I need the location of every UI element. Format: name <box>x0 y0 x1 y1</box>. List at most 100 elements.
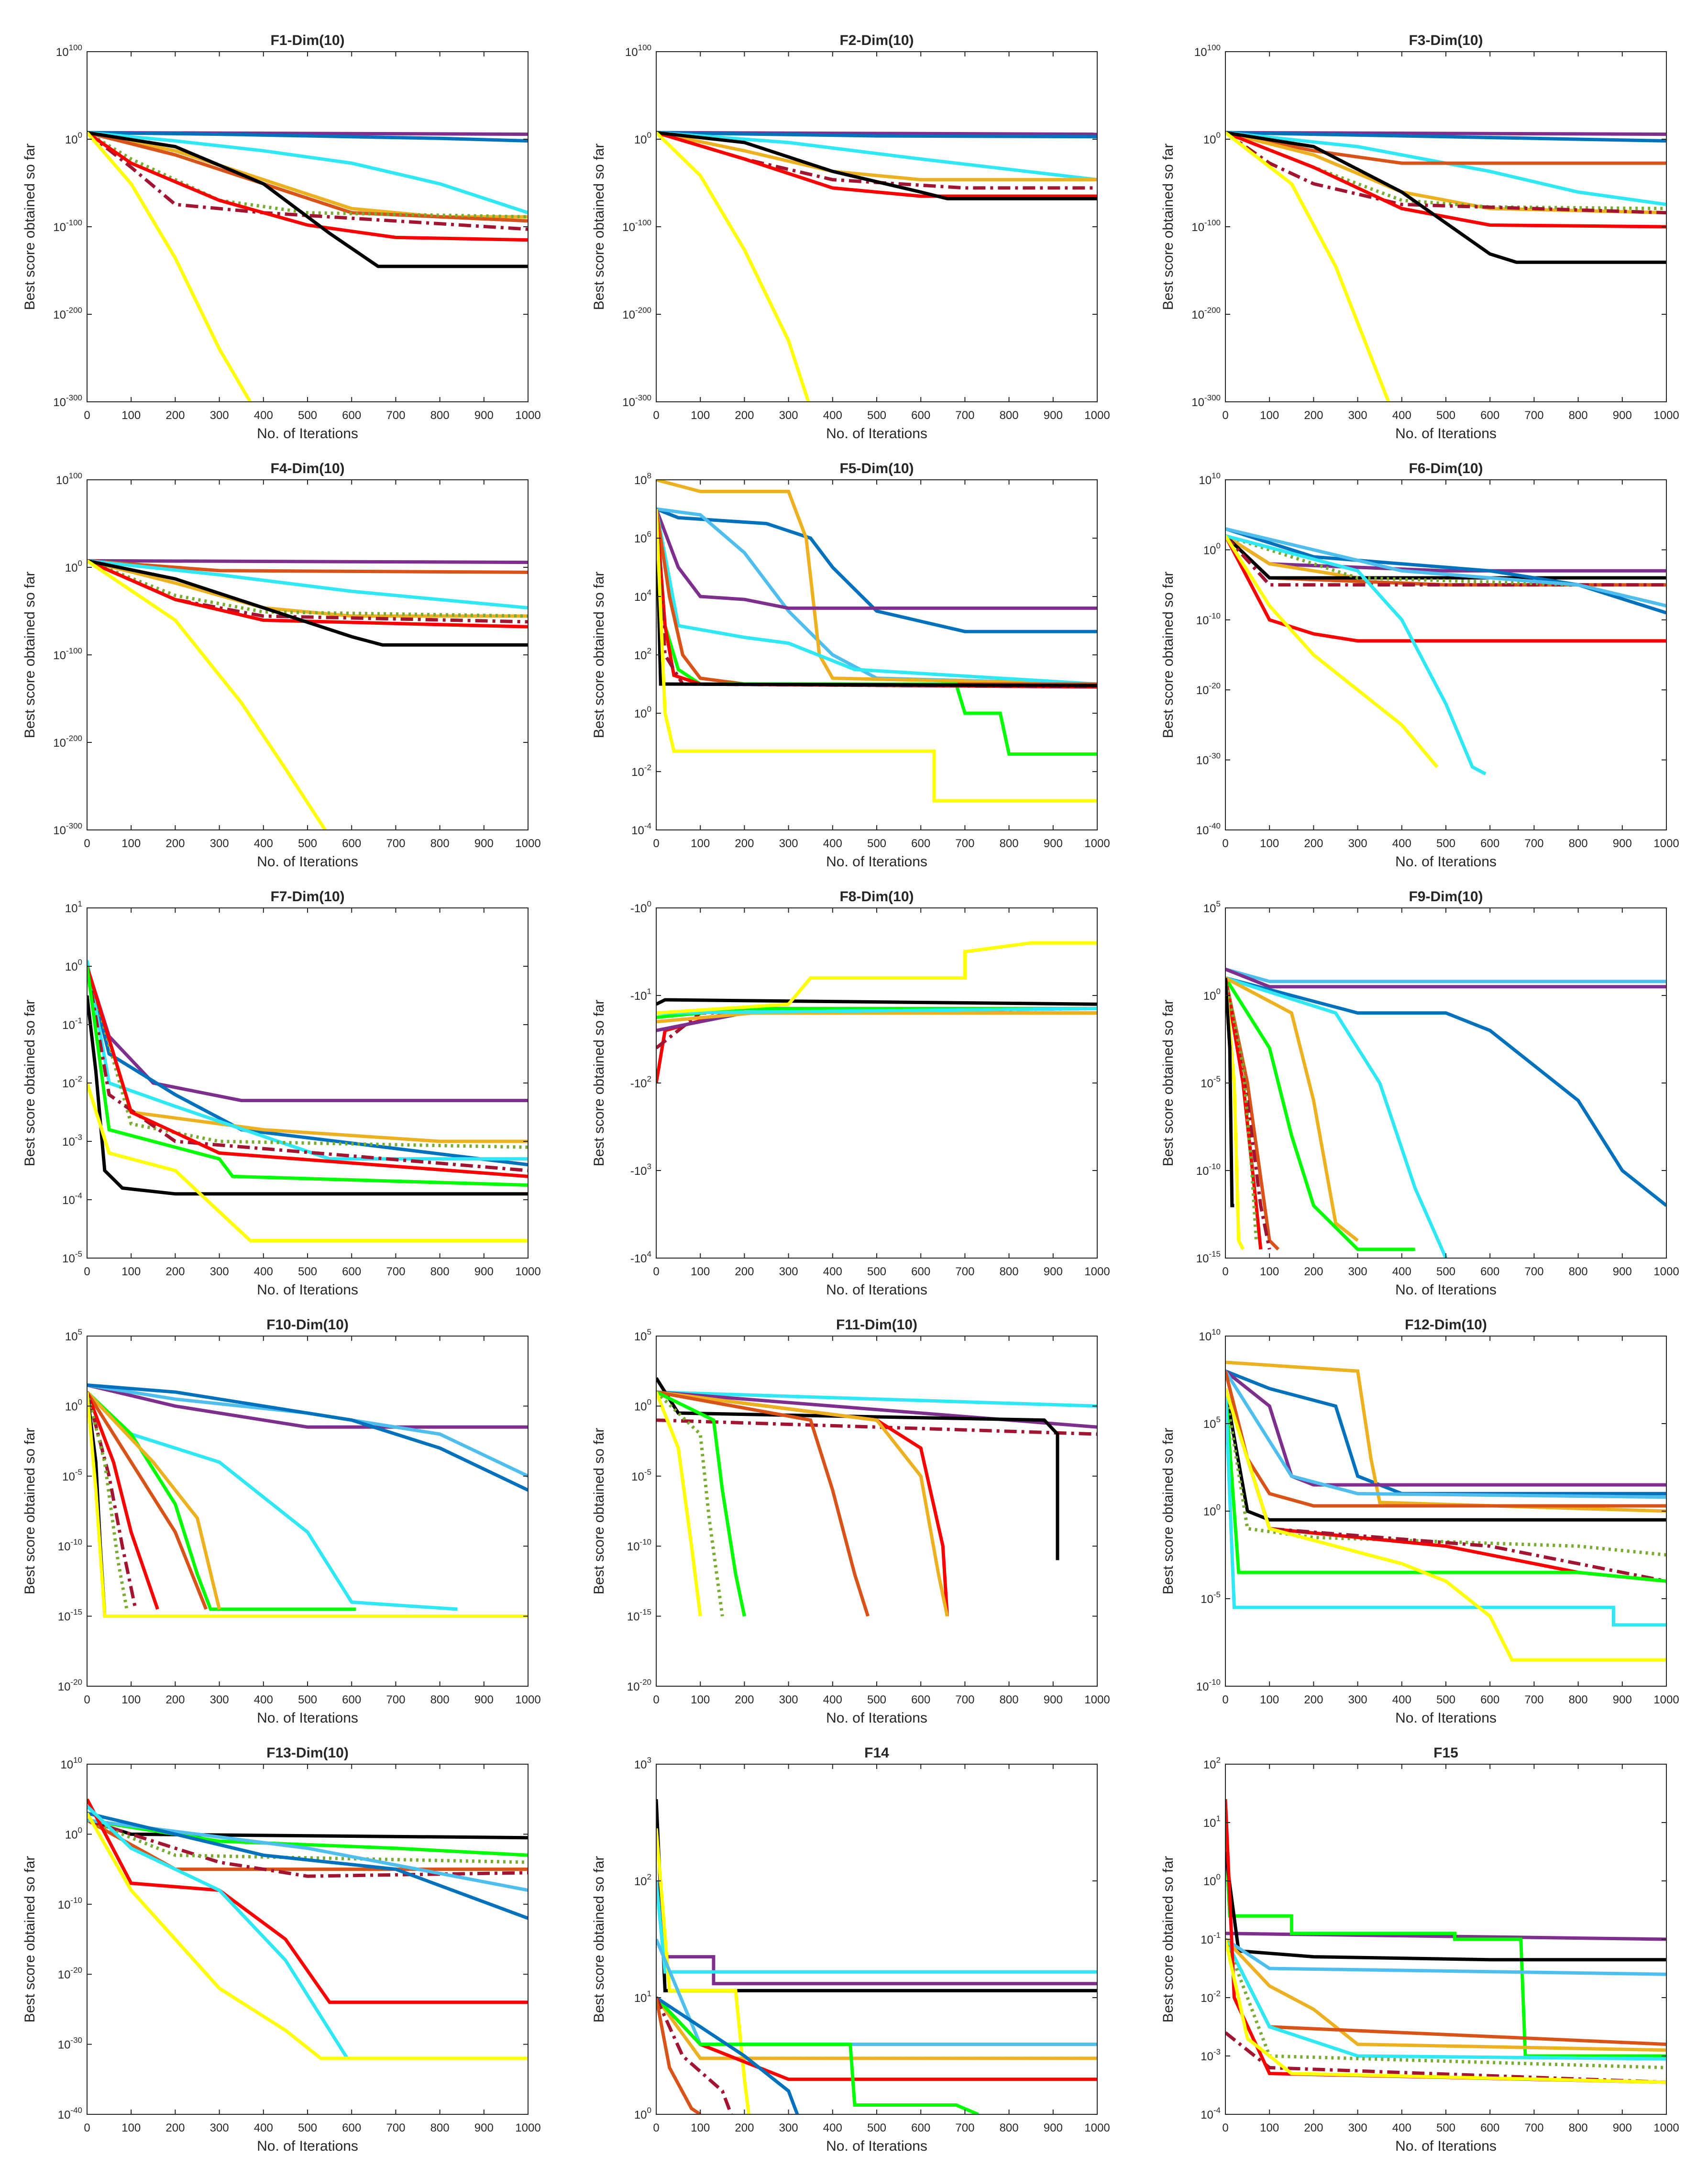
y-tick-label: 10-40 <box>1196 821 1221 837</box>
x-tick-label: 700 <box>955 409 974 422</box>
series-line-maroon-dashed <box>1225 977 1271 1250</box>
series-group <box>87 131 528 402</box>
x-tick-label: 500 <box>867 837 886 850</box>
y-tick-label: 10-5 <box>62 1468 82 1483</box>
x-tick-label: 1000 <box>1084 2122 1110 2134</box>
series-line-orange <box>87 1391 221 1610</box>
series-line-green-dotted <box>87 131 528 219</box>
y-axis-label: Best score obtained so far <box>591 1000 607 1167</box>
x-tick-label: 400 <box>1392 837 1411 850</box>
x-tick-label: 400 <box>1392 409 1411 422</box>
x-tick-label: 600 <box>1480 837 1499 850</box>
series-line-blue <box>1225 527 1666 615</box>
series-line-yellow <box>87 1082 528 1242</box>
y-axis-label: Best score obtained so far <box>591 1856 607 2023</box>
x-tick-label: 400 <box>254 2122 273 2134</box>
x-tick-label: 800 <box>1000 2122 1019 2134</box>
chart-panel-1: 0 100 200 300 400 500 600 700 800 900 1000 10100 100… <box>22 33 541 442</box>
y-tick-label: 10-100 <box>1191 218 1221 234</box>
y-tick-label: 10-20 <box>627 1678 651 1693</box>
x-tick-label: 0 <box>1222 2122 1228 2134</box>
chart-title: F14 <box>864 1745 889 1761</box>
series-group <box>656 131 1097 402</box>
x-tick-label: 500 <box>298 837 317 850</box>
y-tick-label: 10100 <box>625 43 651 59</box>
y-tick-label: -101 <box>630 987 651 1003</box>
series-line-cyan <box>656 508 1097 686</box>
plot-area <box>656 1764 1097 2114</box>
series-line-dark-orange <box>1225 131 1666 165</box>
series-line-maroon-dashed <box>87 1818 528 1878</box>
x-tick-label: 800 <box>430 2122 450 2134</box>
plot-area <box>87 1764 528 2114</box>
x-tick-label: 400 <box>823 409 842 422</box>
y-tick-label: -102 <box>630 1074 651 1090</box>
chart-panel-12: 0 100 200 300 400 500 600 700 800 900 1000 1010 105 1… <box>1160 1317 1679 1726</box>
series-line-green <box>87 966 528 1187</box>
chart-panel-11: 0 100 200 300 400 500 600 700 800 900 1000 105 100 10… <box>591 1317 1110 1726</box>
x-tick-label: 700 <box>386 1265 405 1278</box>
y-tick-label: 10-4 <box>62 1191 82 1207</box>
x-tick-label: 0 <box>84 837 90 850</box>
y-tick-label: 10-10 <box>58 1537 82 1553</box>
x-tick-label: 300 <box>210 837 229 850</box>
x-tick-label: 300 <box>1348 1693 1367 1706</box>
x-tick-label: 0 <box>84 1265 90 1278</box>
y-tick-label: 100 <box>1203 1872 1221 1888</box>
x-tick-label: 700 <box>386 409 405 422</box>
y-tick-label: 10-3 <box>1201 2047 1221 2063</box>
y-tick-label: 101 <box>634 1989 651 2005</box>
x-axis-label: No. of Iterations <box>826 854 927 870</box>
x-tick-label: 800 <box>1000 1265 1019 1278</box>
x-tick-label: 300 <box>779 1693 798 1706</box>
y-tick-label: 10-5 <box>62 1249 82 1265</box>
series-line-maroon-dashed <box>1225 131 1666 215</box>
series-line-red <box>87 965 528 1178</box>
chart-panel-5: 0 100 200 300 400 500 600 700 800 900 1000 108 106 10… <box>591 461 1110 870</box>
series-group <box>656 941 1097 1083</box>
x-tick-label: 400 <box>823 1693 842 1706</box>
x-tick-label: 100 <box>691 1265 710 1278</box>
x-tick-label: 700 <box>955 2122 974 2134</box>
chart-title: F8-Dim(10) <box>839 889 914 905</box>
x-tick-label: 900 <box>1044 1693 1063 1706</box>
series-line-black <box>1225 978 1234 1207</box>
series-line-cyan <box>1225 131 1666 206</box>
x-tick-label: 1000 <box>515 1265 540 1278</box>
series-line-yellow <box>1225 535 1439 768</box>
x-tick-label: 900 <box>1044 837 1063 850</box>
y-tick-label: 10-20 <box>1196 681 1221 697</box>
series-line-yellow <box>656 1828 751 2114</box>
y-tick-label: 100 <box>1203 541 1221 557</box>
y-tick-label: 10-5 <box>1201 1074 1221 1090</box>
series-group <box>87 1383 528 1618</box>
series-line-yellow <box>1225 1939 1666 2084</box>
x-tick-label: 100 <box>691 409 710 422</box>
series-line-dark-orange <box>87 1391 208 1610</box>
x-tick-label: 900 <box>1613 2122 1632 2134</box>
x-axis-label: No. of Iterations <box>257 1282 358 1298</box>
chart-title: F10-Dim(10) <box>266 1317 349 1333</box>
series-line-cyan <box>1225 976 1448 1258</box>
series-line-orange <box>656 1390 949 1617</box>
x-tick-label: 600 <box>342 2122 361 2134</box>
series-line-green-dotted <box>1225 1388 1666 1557</box>
x-tick-label: 1000 <box>1653 837 1679 850</box>
y-tick-label: 10-2 <box>631 763 651 779</box>
x-tick-label: 500 <box>298 409 317 422</box>
chart-title: F5-Dim(10) <box>839 461 914 476</box>
x-tick-label: 1000 <box>1084 1693 1110 1706</box>
series-line-green <box>1225 977 1415 1251</box>
y-axis-label: Best score obtained so far <box>22 1856 38 2023</box>
y-axis-label: Best score obtained so far <box>591 572 607 739</box>
x-tick-label: 200 <box>735 837 754 850</box>
y-axis-label: Best score obtained so far <box>22 1000 38 1167</box>
x-tick-label: 800 <box>1569 409 1588 422</box>
chart-panel-14: 0 100 200 300 400 500 600 700 800 900 100010310210… <box>591 1745 1110 2154</box>
x-tick-label: 200 <box>735 409 754 422</box>
series-line-black <box>87 559 528 647</box>
series-line-light-blue <box>1225 527 1666 608</box>
x-axis-label: No. of Iterations <box>1395 426 1497 442</box>
y-tick-label: 10-100 <box>622 218 651 234</box>
